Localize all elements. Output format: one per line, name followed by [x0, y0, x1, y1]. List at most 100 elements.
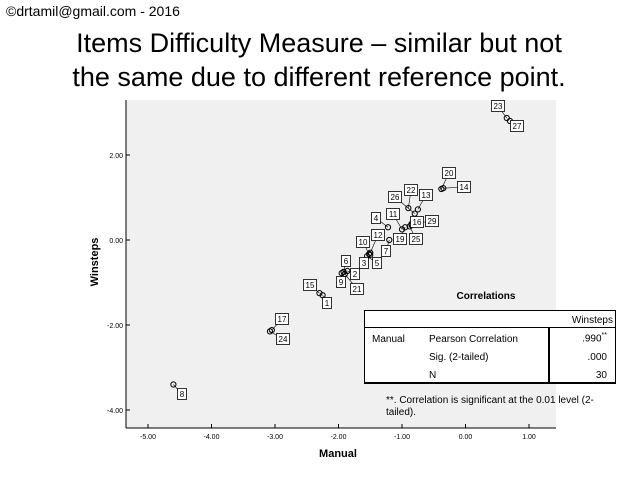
x-tick-label: 0.00 — [459, 434, 473, 441]
point-label: 19 — [396, 235, 405, 244]
title-line-1: Items Difficulty Measure – similar but n… — [76, 28, 562, 58]
point-label-box — [386, 208, 400, 220]
point-label: 20 — [445, 169, 454, 178]
point-label-box — [322, 297, 332, 309]
point-label-box — [491, 100, 505, 112]
copyright-text: ©drtamil@gmail.com - 2016 — [6, 3, 180, 19]
point-label: 9 — [339, 278, 344, 287]
point-label: 15 — [306, 281, 315, 290]
data-point — [365, 250, 373, 258]
column-divider — [548, 327, 550, 383]
point-label-box — [372, 257, 382, 269]
row-label-sig: Sig. (2-tailed) — [429, 352, 489, 363]
point-label: 21 — [353, 285, 362, 294]
point-label-box — [336, 276, 346, 288]
point-label-box — [381, 245, 391, 257]
point-label-box — [371, 229, 385, 241]
point-label-box — [442, 167, 456, 179]
significance-mark: ** — [601, 332, 607, 339]
data-point — [405, 205, 412, 212]
column-header-winsteps: Winsteps — [571, 315, 613, 326]
point-label: 24 — [279, 335, 288, 344]
point-label: 26 — [391, 193, 400, 202]
y-tick-label: -4.00 — [107, 408, 123, 415]
data-point — [316, 290, 323, 297]
point-label: 16 — [413, 218, 422, 227]
title-line-2: the same due to different reference poin… — [72, 62, 566, 92]
point-label-box — [409, 233, 423, 245]
data-point — [414, 206, 421, 213]
y-tick-label: 2.00 — [109, 153, 123, 160]
row-header-manual: Manual — [372, 334, 405, 345]
x-tick-label: -2.00 — [331, 434, 347, 441]
x-axis-label: Manual — [319, 448, 357, 460]
data-point — [367, 251, 374, 258]
point-label: 11 — [389, 210, 398, 219]
point-label: 6 — [344, 257, 349, 266]
point-label: 13 — [422, 191, 431, 200]
point-label: 2 — [353, 270, 358, 279]
slide-title: Items Difficulty Measure – similar but n… — [0, 26, 638, 94]
point-label-box — [371, 212, 381, 224]
point-label-box — [510, 120, 524, 132]
correlations-title: Correlations — [456, 291, 516, 302]
point-label-box — [457, 181, 471, 193]
x-tick-label: -5.00 — [140, 434, 156, 441]
point-label: 12 — [374, 231, 383, 240]
point-label: 17 — [278, 315, 287, 324]
point-label: 7 — [384, 247, 389, 256]
data-point — [386, 236, 393, 244]
point-label: 8 — [180, 390, 185, 399]
point-label-box — [388, 191, 402, 203]
point-label: 4 — [374, 214, 379, 223]
value-pearson: .990** — [582, 332, 607, 345]
point-label-box — [356, 236, 370, 248]
data-point — [367, 249, 374, 256]
point-label-box — [410, 216, 424, 228]
point-label-box — [275, 313, 289, 325]
correlations-box: Winsteps Manual Pearson Correlation .990… — [364, 310, 616, 384]
point-label-box — [419, 189, 433, 201]
y-tick-label: 0.00 — [109, 238, 123, 245]
point-label-box — [303, 279, 317, 291]
value-n: 30 — [595, 370, 607, 381]
data-point — [438, 185, 445, 193]
point-label: 14 — [460, 183, 469, 192]
point-label-box — [350, 283, 364, 295]
y-tick-label: -2.00 — [107, 323, 123, 330]
x-tick-label: -1.00 — [394, 434, 410, 441]
point-label: 22 — [407, 186, 416, 195]
point-label-box — [393, 233, 407, 245]
point-label: 23 — [494, 102, 503, 111]
data-point — [402, 224, 409, 231]
point-label: 25 — [412, 235, 421, 244]
x-tick-label: -4.00 — [204, 434, 220, 441]
point-label: 10 — [359, 238, 368, 247]
header-divider — [365, 327, 615, 328]
y-axis-label: Winsteps — [89, 238, 101, 287]
point-label: 29 — [428, 217, 437, 226]
point-label-box — [276, 333, 290, 345]
bottom-divider — [365, 382, 615, 383]
point-label: 3 — [362, 259, 367, 268]
x-tick-label: 1.00 — [522, 434, 536, 441]
data-point — [384, 224, 392, 231]
correlations-footnote: **. Correlation is significant at the 0.… — [386, 395, 594, 418]
data-point — [170, 381, 177, 388]
point-label-box — [177, 388, 187, 400]
point-label-box — [341, 255, 351, 267]
row-label-n: N — [429, 370, 437, 381]
value-sig: .000 — [587, 352, 607, 363]
row-label-pearson: Pearson Correlation — [429, 334, 518, 345]
point-label-box — [425, 215, 439, 227]
point-label-box — [350, 268, 360, 280]
point-label: 5 — [375, 259, 380, 268]
data-point — [266, 328, 274, 335]
data-point — [338, 270, 345, 277]
point-label: 27 — [513, 122, 522, 131]
point-label: 1 — [325, 299, 330, 308]
x-tick-label: -3.00 — [267, 434, 283, 441]
point-label-box — [359, 257, 369, 269]
point-label-box — [404, 184, 418, 196]
